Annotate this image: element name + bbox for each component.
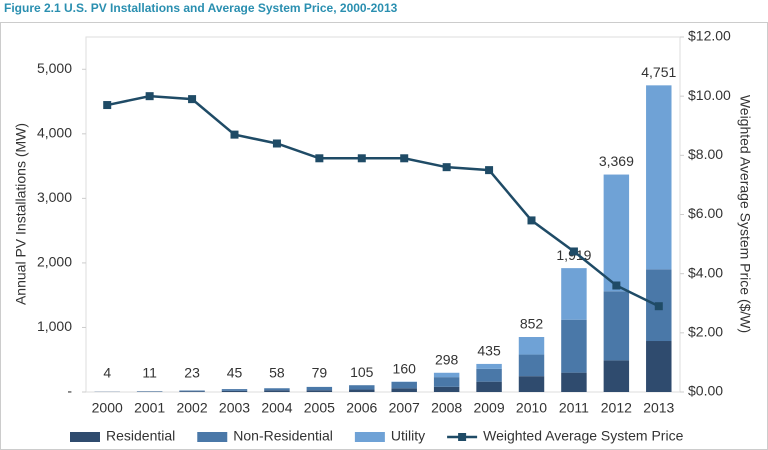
total-label: 4	[103, 365, 111, 381]
bar-segment	[561, 268, 587, 320]
y-tick-label: -	[67, 383, 72, 399]
bar-segment	[349, 385, 375, 390]
price-marker	[400, 154, 409, 163]
bar-segment	[561, 372, 587, 392]
y2-tick-label: $2.00	[688, 324, 723, 340]
bar-segment	[179, 390, 205, 392]
y-tick-label: 1,000	[37, 318, 72, 334]
price-marker	[527, 216, 536, 225]
x-tick-label: 2000	[92, 400, 123, 416]
total-label: 23	[184, 365, 200, 381]
total-label: 435	[477, 343, 501, 359]
bar-segment	[603, 291, 630, 361]
price-marker	[612, 281, 621, 290]
price-marker	[188, 95, 197, 104]
total-label: 11	[142, 365, 157, 381]
total-label: 58	[269, 365, 285, 381]
bar-segment	[306, 386, 333, 391]
price-marker	[485, 166, 494, 175]
bar-segment	[264, 388, 290, 391]
x-tick-label: 2004	[261, 400, 292, 416]
bar-segment	[646, 341, 672, 392]
price-marker	[442, 163, 451, 172]
x-tick-label: 2009	[473, 400, 504, 416]
legend-swatch	[197, 432, 228, 442]
y-tick-label: 2,000	[37, 254, 72, 270]
total-label: 105	[350, 364, 374, 380]
y-axis-title: Annual PV Installations (MW)	[13, 123, 29, 305]
bar-segment	[433, 377, 460, 387]
bar-segment	[518, 337, 545, 355]
y-tick-label: 3,000	[37, 189, 72, 205]
x-tick-label: 2010	[516, 400, 547, 416]
bar-segment	[433, 386, 460, 392]
y2-tick-label: $0.00	[688, 383, 723, 399]
x-tick-label: 2007	[389, 400, 420, 416]
price-marker	[272, 139, 281, 148]
y2-tick-label: $4.00	[688, 264, 723, 280]
bar-segment	[476, 363, 502, 369]
x-tick-label: 2006	[346, 400, 377, 416]
x-tick-label: 2008	[431, 400, 462, 416]
price-line	[106, 94, 660, 308]
bar-segment	[391, 381, 417, 389]
legend-swatch-marker	[458, 433, 467, 441]
price-marker	[315, 154, 324, 163]
bar-segment	[561, 319, 587, 373]
y2-axis-title: Weighted Average System Price ($/W)	[737, 95, 753, 333]
bar-segment	[349, 389, 375, 392]
x-tick-label: 2002	[176, 400, 207, 416]
total-label: 298	[435, 351, 459, 367]
legend-label: Residential	[106, 428, 175, 444]
legend-swatch	[354, 432, 385, 442]
price-marker	[357, 154, 366, 163]
bar-segment	[433, 372, 460, 378]
legend-label: Non-Residential	[233, 428, 333, 444]
y2-tick-label: $8.00	[688, 146, 723, 162]
legend-label: Utility	[391, 428, 425, 444]
price-marker	[230, 130, 239, 139]
y2-tick-label: $12.00	[688, 28, 731, 44]
bar-segment	[391, 388, 417, 392]
y-tick-label: 5,000	[37, 60, 72, 76]
total-label: 45	[227, 365, 243, 381]
total-label: 4,751	[641, 64, 676, 80]
price-marker	[145, 92, 154, 101]
legend-swatch	[70, 432, 100, 442]
y2-tick-label: $10.00	[688, 87, 731, 103]
total-label: 852	[520, 316, 544, 332]
price-marker	[654, 302, 663, 311]
bar-segment	[264, 390, 290, 392]
x-tick-label: 2003	[219, 400, 250, 416]
x-tick-label: 2012	[601, 400, 632, 416]
bar-segment	[221, 389, 248, 391]
bar-segment	[306, 390, 333, 392]
y-tick-label: 4,000	[37, 125, 72, 141]
price-marker	[103, 101, 112, 110]
x-tick-label: 2005	[304, 400, 335, 416]
x-tick-label: 2001	[134, 400, 165, 416]
total-label: 79	[312, 365, 328, 381]
bar-segment	[221, 390, 248, 392]
bar-segment	[476, 381, 502, 392]
y2-tick-label: $6.00	[688, 205, 723, 221]
legend-label: Weighted Average System Price	[483, 428, 683, 444]
bar-segment	[476, 368, 502, 382]
price-marker	[569, 247, 578, 256]
total-label: 160	[393, 360, 417, 376]
x-tick-label: 2013	[643, 400, 674, 416]
total-label: 3,369	[599, 153, 634, 169]
x-tick-label: 2011	[559, 400, 589, 416]
bar-segment	[646, 85, 672, 270]
bar-segment	[603, 174, 630, 292]
bar-segment	[518, 354, 545, 377]
bar-segment	[603, 360, 630, 392]
bar-segment	[518, 376, 545, 392]
chart-title: Figure 2.1 U.S. PV Installations and Ave…	[4, 1, 398, 15]
plot-area	[85, 36, 681, 393]
bar-segment	[179, 391, 205, 392]
